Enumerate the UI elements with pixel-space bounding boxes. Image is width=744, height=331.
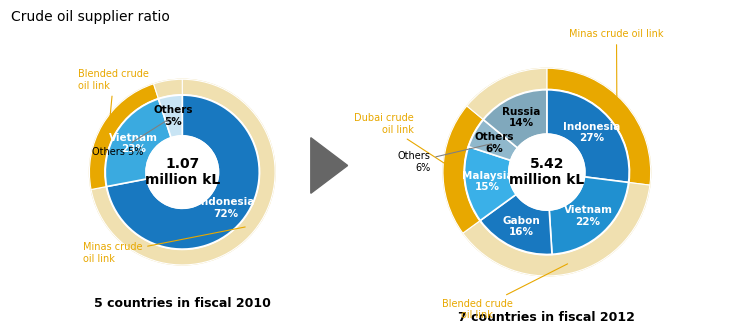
Text: Minas crude oil link: Minas crude oil link bbox=[569, 29, 664, 108]
Wedge shape bbox=[106, 99, 171, 187]
Text: Crude oil supplier ratio: Crude oil supplier ratio bbox=[11, 10, 170, 24]
Wedge shape bbox=[469, 119, 518, 161]
Text: 5 countries in fiscal 2010: 5 countries in fiscal 2010 bbox=[94, 297, 271, 310]
Wedge shape bbox=[153, 79, 182, 98]
Wedge shape bbox=[158, 95, 182, 138]
Text: Blended crude
oil link: Blended crude oil link bbox=[78, 69, 149, 126]
Circle shape bbox=[443, 68, 651, 276]
Text: Indonesia
27%: Indonesia 27% bbox=[563, 121, 620, 143]
Text: Russia
14%: Russia 14% bbox=[502, 107, 540, 128]
Circle shape bbox=[146, 136, 219, 208]
Text: Others
6%: Others 6% bbox=[475, 132, 514, 154]
Text: Indonesia
72%: Indonesia 72% bbox=[197, 197, 254, 219]
Text: Vietnam
23%: Vietnam 23% bbox=[109, 132, 158, 154]
Text: Others
5%: Others 5% bbox=[154, 105, 193, 127]
Wedge shape bbox=[443, 106, 483, 233]
Wedge shape bbox=[547, 90, 629, 182]
Wedge shape bbox=[91, 79, 275, 265]
Wedge shape bbox=[480, 194, 552, 255]
Text: Gabon
16%: Gabon 16% bbox=[502, 216, 540, 237]
Circle shape bbox=[509, 134, 585, 210]
Text: 5.42
million kL: 5.42 million kL bbox=[509, 157, 585, 187]
Wedge shape bbox=[89, 84, 158, 190]
Wedge shape bbox=[466, 68, 547, 119]
Circle shape bbox=[89, 79, 275, 265]
Polygon shape bbox=[311, 138, 347, 193]
Text: Blended crude
oil link: Blended crude oil link bbox=[442, 264, 568, 320]
Wedge shape bbox=[547, 68, 651, 185]
Wedge shape bbox=[549, 177, 629, 254]
Wedge shape bbox=[106, 95, 259, 249]
Text: 7 countries in fiscal 2012: 7 countries in fiscal 2012 bbox=[458, 311, 635, 324]
Wedge shape bbox=[484, 90, 547, 148]
Text: Minas crude
oil link: Minas crude oil link bbox=[83, 227, 246, 264]
Text: Others 5%: Others 5% bbox=[92, 118, 171, 157]
Text: Malaysia
15%: Malaysia 15% bbox=[462, 171, 513, 192]
Text: 1.07
million kL: 1.07 million kL bbox=[144, 157, 220, 187]
Wedge shape bbox=[464, 147, 516, 220]
Wedge shape bbox=[463, 182, 650, 276]
Text: Vietnam
22%: Vietnam 22% bbox=[563, 205, 612, 227]
Text: Dubai crude
oil link: Dubai crude oil link bbox=[354, 113, 451, 168]
Text: Others
6%: Others 6% bbox=[397, 144, 492, 173]
